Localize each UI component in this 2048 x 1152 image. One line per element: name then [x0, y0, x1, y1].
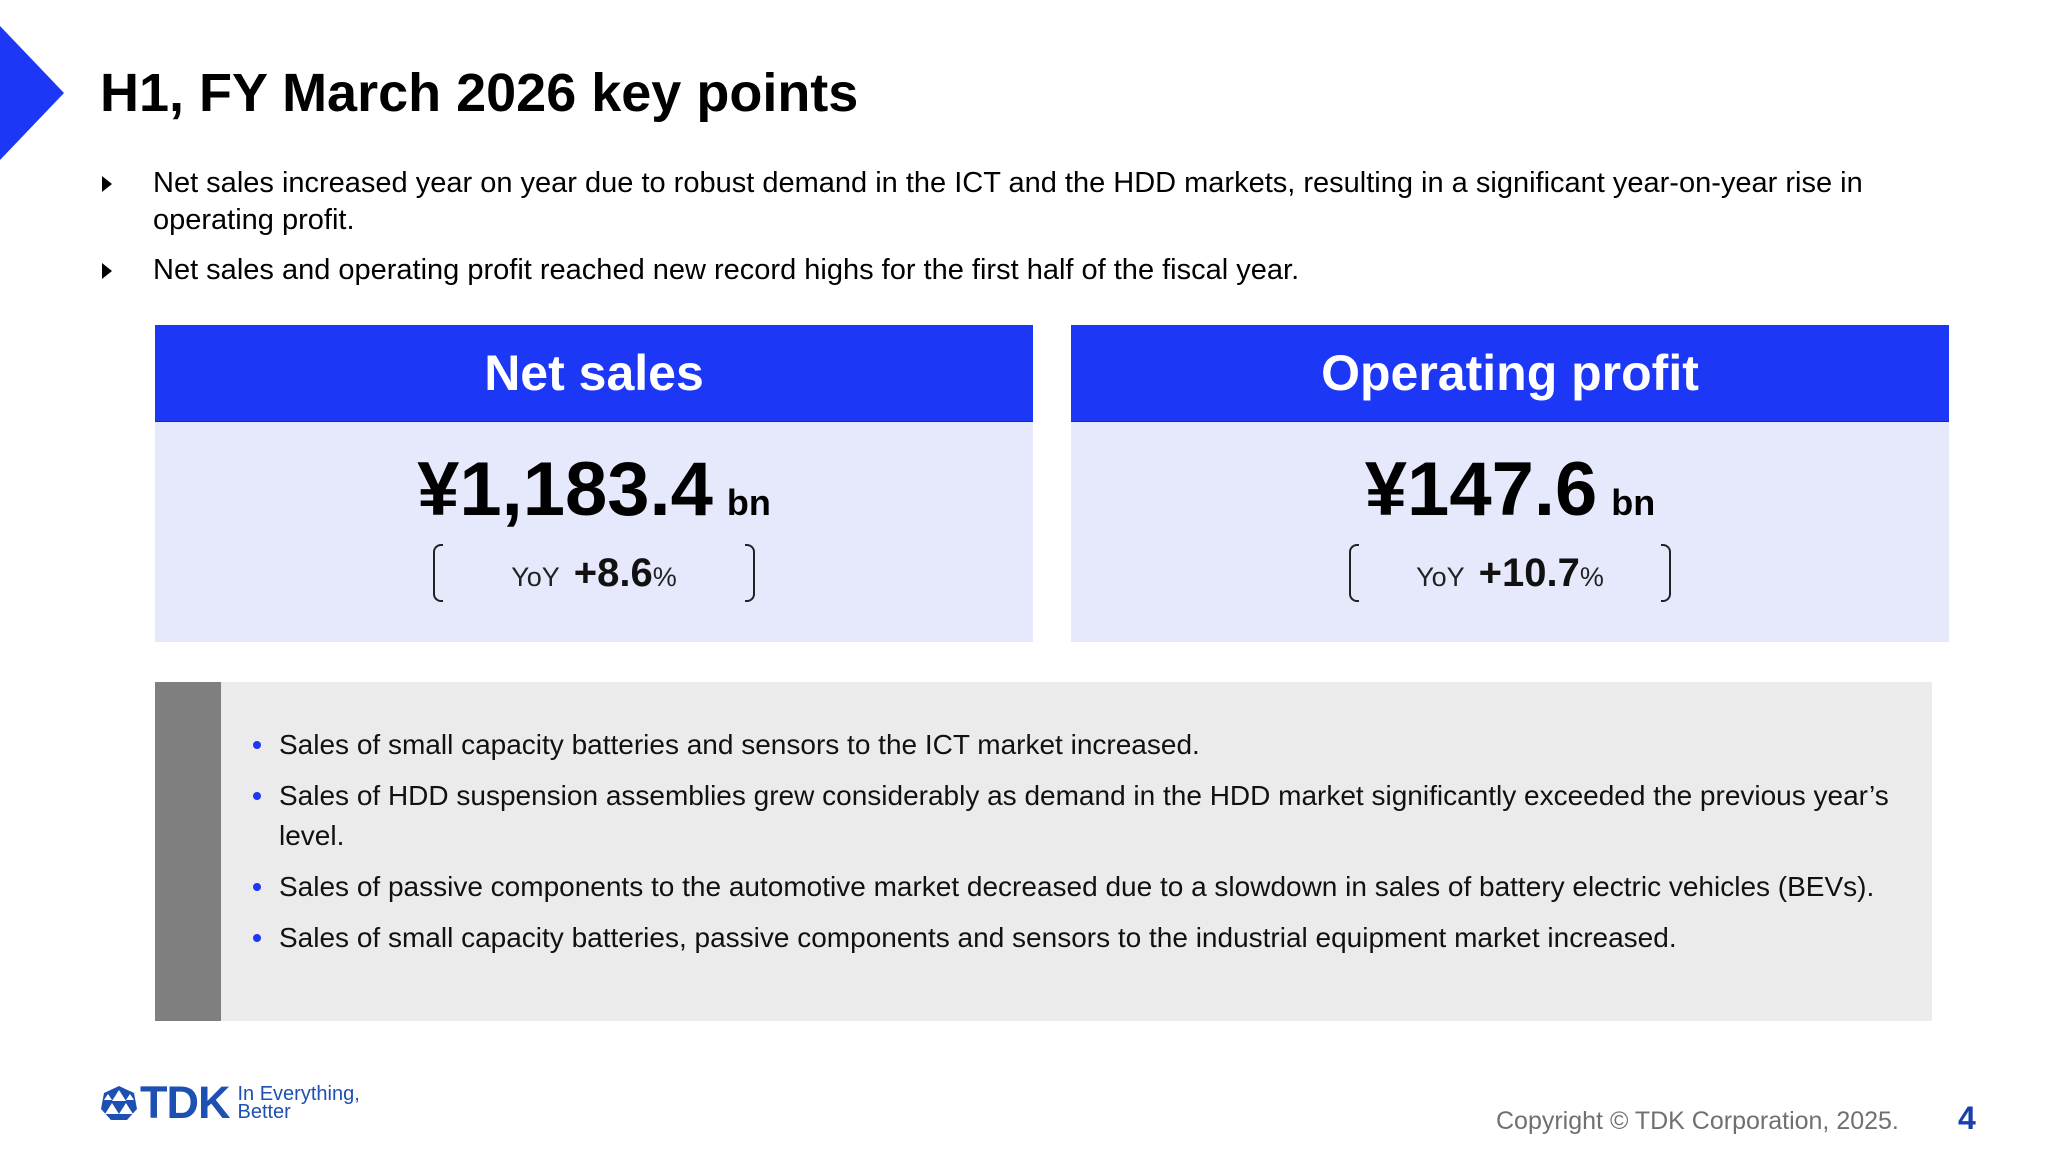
- left-bracket-icon: [433, 544, 443, 602]
- copyright-text: Copyright © TDK Corporation, 2025.: [1496, 1107, 1899, 1135]
- kpi-amount: ¥147.6: [1364, 447, 1598, 532]
- page-title: H1, FY March 2026 key points: [100, 63, 859, 123]
- kpi-unit: bn: [726, 482, 771, 523]
- logo-tagline-line2: Better: [237, 1101, 291, 1123]
- triangle-bullet-icon: [102, 263, 112, 279]
- triangle-bullet-icon: [102, 176, 112, 192]
- bullet-dot-icon: [253, 883, 261, 891]
- yoy-change: YoY +8.6%: [433, 544, 755, 602]
- tdk-emblem-icon: [101, 1086, 137, 1120]
- kpi-header: Net sales: [155, 325, 1033, 422]
- details-list: Sales of small capacity batteries and se…: [253, 725, 1902, 969]
- page-number: 4: [1958, 1100, 1976, 1136]
- summary-bullet: Net sales increased year on year due to …: [100, 165, 1930, 239]
- yoy-value: +8.6: [573, 551, 653, 595]
- detail-text: Sales of HDD suspension assemblies grew …: [279, 780, 1889, 851]
- logo-tagline: In Everything, Better: [237, 1083, 360, 1123]
- left-bracket-icon: [1349, 544, 1359, 602]
- detail-text: Sales of small capacity batteries, passi…: [279, 922, 1677, 953]
- yoy-value: +10.7: [1478, 551, 1580, 595]
- yoy-label: YoY: [511, 562, 560, 592]
- detail-item: Sales of small capacity batteries, passi…: [253, 918, 1902, 958]
- detail-item: Sales of passive components to the autom…: [253, 867, 1902, 907]
- kpi-unit: bn: [1611, 482, 1656, 523]
- summary-bullets: Net sales increased year on year due to …: [100, 165, 1930, 302]
- yoy-change: YoY +10.7%: [1349, 544, 1671, 602]
- kpi-value: ¥147.6 bn: [1071, 450, 1949, 530]
- kpi-header: Operating profit: [1071, 325, 1949, 422]
- details-panel: Sales of small capacity batteries and se…: [155, 682, 1932, 1021]
- yoy-unit: %: [652, 562, 677, 592]
- bullet-dot-icon: [253, 792, 261, 800]
- detail-item: Sales of small capacity batteries and se…: [253, 725, 1902, 765]
- right-bracket-icon: [745, 544, 755, 602]
- bullet-dot-icon: [253, 934, 261, 942]
- logo-wordmark: TDK: [140, 1077, 230, 1128]
- chevron-accent-icon: [0, 26, 64, 160]
- details-accent-bar: [155, 682, 221, 1021]
- kpi-value: ¥1,183.4 bn: [155, 450, 1033, 530]
- kpi-card-operating-profit: Operating profit ¥147.6 bn YoY +10.7%: [1071, 325, 1949, 642]
- detail-text: Sales of passive components to the autom…: [279, 871, 1875, 902]
- detail-text: Sales of small capacity batteries and se…: [279, 729, 1200, 760]
- summary-bullet-text: Net sales increased year on year due to …: [153, 167, 1863, 236]
- kpi-card-net-sales: Net sales ¥1,183.4 bn YoY +8.6%: [155, 325, 1033, 642]
- kpi-amount: ¥1,183.4: [417, 447, 713, 532]
- detail-item: Sales of HDD suspension assemblies grew …: [253, 776, 1902, 856]
- yoy-unit: %: [1579, 562, 1604, 592]
- bullet-dot-icon: [253, 741, 261, 749]
- yoy-label: YoY: [1416, 562, 1465, 592]
- logo-tagline-line1: In Everything,: [237, 1083, 360, 1105]
- right-bracket-icon: [1661, 544, 1671, 602]
- summary-bullet: Net sales and operating profit reached n…: [100, 252, 1930, 289]
- tdk-logo: TDK In Everything, Better: [100, 1077, 360, 1128]
- summary-bullet-text: Net sales and operating profit reached n…: [153, 254, 1300, 286]
